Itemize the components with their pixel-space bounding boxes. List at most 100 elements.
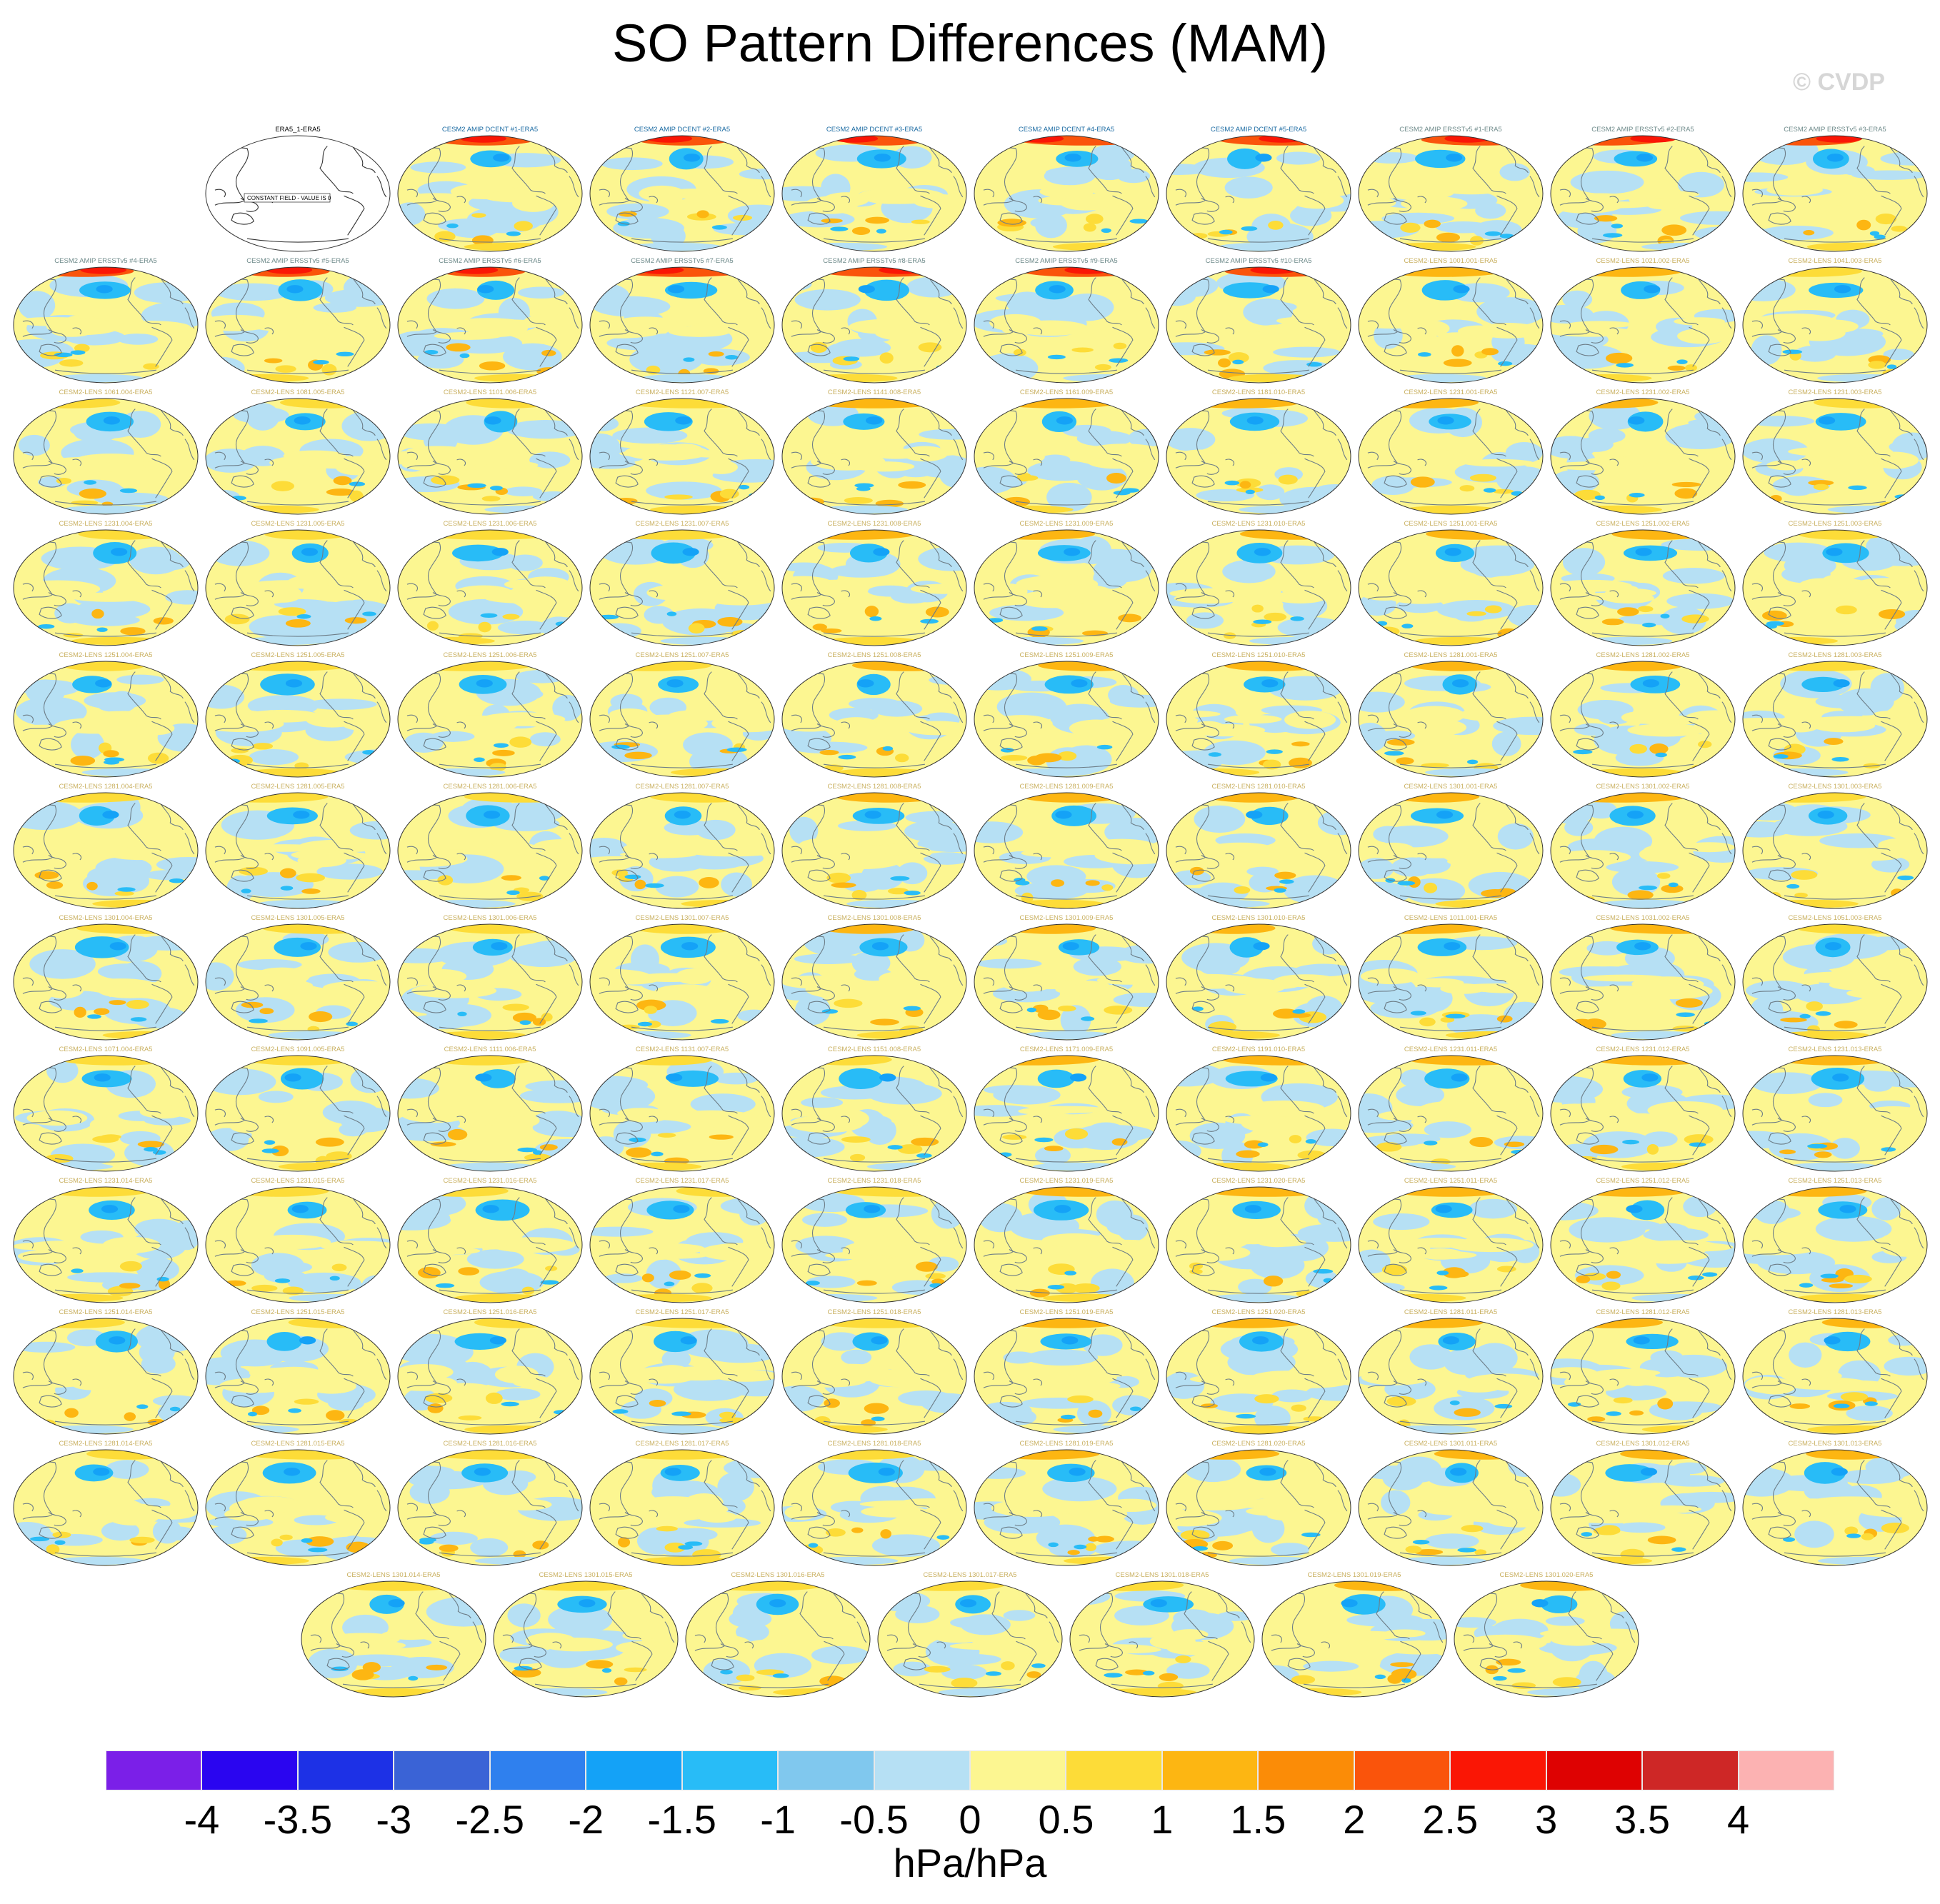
anomaly-contour [24,1241,101,1253]
anomaly-contour [923,852,966,865]
coastline [1889,1460,1913,1488]
anomaly-contour [536,367,563,376]
coastline [1033,721,1043,729]
coastline [1384,1001,1407,1013]
colorbar-swatch [394,1750,490,1790]
anomaly-contour [479,361,506,371]
coastline [953,833,964,855]
anomaly-contour [678,1329,749,1358]
anomaly-contour [1888,1334,1920,1346]
anomaly-contour [702,1581,825,1591]
coastline [1801,196,1811,204]
anomaly-contour [1599,1525,1621,1535]
anomaly-contour [1649,1223,1691,1241]
coastline [1280,934,1314,983]
anomaly-contour [1448,583,1519,593]
anomaly-contour [1391,857,1434,877]
anomaly-contour [1002,1134,1027,1140]
anomaly-contour [328,1395,365,1411]
anomaly-contour [286,285,304,294]
coastline [953,439,964,461]
anomaly-contour [1647,1535,1676,1545]
coastline [1095,1658,1119,1670]
anomaly-contour [96,627,108,632]
anomaly-contour [1246,866,1279,876]
anomaly-contour [1687,1276,1704,1281]
anomaly-contour [1628,416,1645,425]
coastline [761,1227,771,1249]
coastline [1689,852,1710,893]
panel-label: CESM2 AMIP ERSSTv5 #6-ERA5 [439,257,541,265]
global-map [1166,1318,1351,1435]
coastline [1024,1592,1048,1619]
coastline [624,1381,643,1395]
anomaly-contour [873,548,890,556]
anomaly-contour [301,888,321,894]
anomaly-contour [1616,363,1634,368]
coastline [1472,803,1506,851]
anomaly-contour [1064,154,1081,162]
map-panel: CESM2 AMIP DCENT #1-ERA5 [396,126,584,254]
coastline [423,606,446,619]
map-panel: CESM2-LENS 1301.003-ERA5 [1741,783,1929,911]
coastline [214,846,226,855]
coastline [344,1246,365,1287]
anomaly-contour [447,318,529,332]
anomaly-contour [1815,694,1871,708]
coastline [1313,935,1336,962]
anomaly-contour [294,1398,319,1405]
coastline [823,1158,925,1163]
coastline [1689,1246,1710,1287]
coastline [1112,1378,1134,1418]
anomaly-contour [1774,842,1823,852]
anomaly-contour [861,1505,928,1518]
anomaly-contour [1531,1599,1549,1608]
anomaly-contour [492,749,515,756]
anomaly-contour [666,1073,683,1082]
anomaly-contour [1582,1131,1655,1158]
anomaly-contour [413,768,506,777]
anomaly-contour [414,968,467,984]
map-border [589,923,775,1041]
coastline [1505,541,1529,568]
anomaly-contour [1469,474,1496,482]
map-panel: CESM2-LENS 1231.004-ERA5 [12,520,199,648]
anomaly-contour [1003,1610,1036,1621]
panel-label: CESM2-LENS 1231.018-ERA5 [827,1177,921,1185]
coastline [406,189,418,198]
anomaly-contour [1675,998,1703,1008]
anomaly-contour [333,476,352,486]
coastline [704,1460,738,1508]
anomaly-contour [1661,224,1687,236]
map-border [589,1318,775,1435]
coastline [1417,1116,1427,1123]
coastline [953,1227,964,1249]
anomaly-contour [275,365,296,373]
anomaly-contour [102,1031,195,1040]
anomaly-contour [711,225,727,230]
colorbar-tick-label: -3.5 [263,1797,333,1842]
coastline [615,1132,639,1145]
anomaly-contour [17,1249,86,1263]
anomaly-contour [436,1630,479,1645]
coastline [1111,1683,1213,1688]
map-border [205,1186,391,1303]
anomaly-contour [683,357,695,362]
global-map [974,1449,1159,1566]
anomaly-contour [264,358,283,364]
anomaly-contour [86,881,98,891]
anomaly-contour [141,721,175,736]
coastline [231,1263,254,1276]
anomaly-contour [475,1199,530,1221]
map-border [974,266,1159,384]
coastline [920,721,941,761]
coastline [1417,327,1427,335]
coastline [1721,570,1732,592]
anomaly-contour [224,1280,246,1286]
coastline [72,1378,82,1386]
coastline [1015,895,1117,900]
coastline [1384,475,1407,488]
anomaly-contour [1262,285,1279,294]
colorbar-swatch [681,1750,779,1790]
coastline [1856,277,1891,326]
